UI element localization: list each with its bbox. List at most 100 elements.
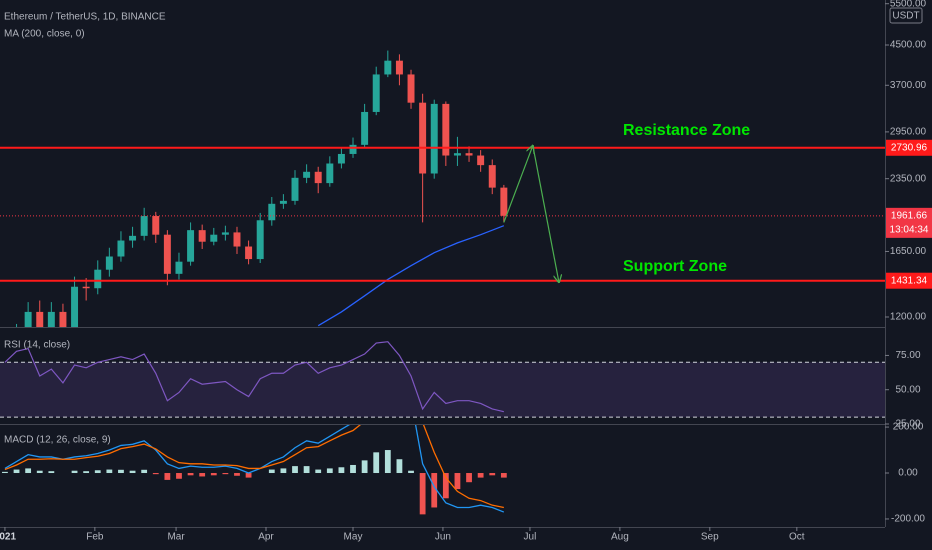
candle-body: [326, 163, 334, 184]
macd-histogram: [442, 473, 449, 499]
macd-histogram: [141, 469, 148, 474]
candle-body: [384, 60, 392, 75]
forecast-arrow: [503, 146, 533, 223]
level-label-box: [886, 272, 932, 289]
macd-histogram: [83, 471, 90, 474]
candle-body: [268, 203, 276, 221]
candle-body: [47, 311, 55, 327]
y-tick-label: 2350.00: [890, 173, 927, 184]
macd-histogram: [48, 471, 55, 474]
signal-line: [4, 425, 504, 509]
zone-label: Resistance Zone: [623, 122, 750, 139]
x-tick-label: Feb: [86, 532, 104, 543]
x-tick-label: Jul: [524, 532, 537, 543]
candle-body: [337, 153, 345, 164]
x-tick-label: Mar: [167, 532, 185, 543]
chart-title: Ethereum / TetherUS, 1D, BINANCE: [4, 12, 166, 23]
macd-histogram: [489, 473, 496, 476]
candle-body: [372, 74, 380, 112]
y-tick-label: 5500.00: [890, 0, 927, 9]
macd-histogram: [25, 468, 32, 474]
y-tick-label: 3700.00: [890, 80, 927, 91]
macd-histogram: [466, 473, 472, 483]
macd-histogram: [176, 473, 182, 479]
x-tick-label: Apr: [258, 532, 274, 543]
candle-body: [163, 234, 171, 274]
macd-histogram: [245, 473, 252, 478]
macd-histogram: [396, 459, 403, 474]
macd-histogram: [350, 464, 356, 474]
candle-body: [361, 111, 369, 145]
candle-body: [453, 153, 461, 156]
x-tick-label: Sep: [701, 532, 719, 543]
candle-body: [117, 240, 125, 257]
macd-histogram: [36, 470, 43, 474]
macd-histogram: [326, 468, 333, 474]
candle-body: [407, 74, 415, 103]
candle-body: [488, 165, 496, 188]
y-tick-label: 2950.00: [890, 127, 927, 138]
candle-body: [36, 311, 44, 327]
macd-histogram: [431, 473, 438, 508]
candle-body: [314, 171, 322, 184]
price-pane: [0, 50, 885, 327]
candle-body: [71, 286, 79, 327]
macd-histogram: [292, 466, 298, 474]
candle-body: [94, 269, 102, 289]
x-tick-label: May: [344, 532, 363, 543]
forecast-arrow: [532, 145, 559, 283]
y-tick-label: 1200.00: [890, 312, 927, 323]
candle-body: [291, 177, 299, 201]
macd-histogram: [129, 470, 136, 474]
level-label-box: [886, 139, 932, 156]
candle-body: [395, 60, 403, 75]
countdown: 13:04:34: [890, 224, 929, 235]
level-label: 1431.34: [891, 275, 928, 286]
level-label: 2730.96: [891, 142, 928, 153]
macd-line: [4, 425, 505, 513]
macd-histogram: [315, 469, 322, 474]
candle-body: [303, 171, 311, 178]
candle-body: [24, 311, 32, 327]
macd-histogram: [373, 452, 380, 474]
candle-body: [175, 261, 183, 274]
macd-histogram: [106, 469, 113, 474]
y-tick-label: 1650.00: [890, 246, 927, 257]
indicator-label: MA (200, close, 0): [4, 29, 85, 40]
macd-histogram: [268, 469, 275, 474]
y-tick-label: 4500.00: [890, 40, 927, 51]
y-tick-label: 75.00: [895, 350, 920, 361]
macd-histogram: [210, 473, 217, 476]
candle-body: [256, 220, 264, 260]
candle-body: [279, 200, 287, 204]
x-tick-label: Jun: [435, 532, 451, 543]
currency: USDT: [892, 11, 919, 22]
candle-body: [82, 286, 90, 289]
indicator-label: MACD (12, 26, close, 9): [4, 435, 111, 446]
macd-histogram: [477, 473, 484, 478]
ma-line: [317, 225, 505, 327]
y-tick-label: 0.00: [898, 468, 918, 479]
candle-body: [105, 256, 113, 270]
macd-histogram: [338, 467, 345, 474]
macd-histogram: [164, 473, 171, 480]
candle-body: [140, 216, 148, 236]
macd-histogram: [303, 466, 310, 474]
macd-histogram: [187, 473, 194, 476]
candle-body: [245, 246, 253, 260]
candle-body: [233, 232, 241, 247]
macd-histogram: [71, 470, 78, 474]
macd-histogram: [280, 468, 287, 474]
rsi-line: [4, 341, 504, 413]
x-tick-label: 2021: [0, 532, 16, 543]
candle-body: [198, 230, 206, 242]
macd-histogram: [2, 471, 8, 474]
macd-histogram: [361, 460, 368, 474]
macd-histogram: [384, 450, 391, 474]
x-tick-label: Oct: [789, 532, 805, 543]
zone-label: Support Zone: [623, 258, 727, 275]
candle-body: [477, 155, 485, 166]
candle-body: [152, 216, 160, 235]
